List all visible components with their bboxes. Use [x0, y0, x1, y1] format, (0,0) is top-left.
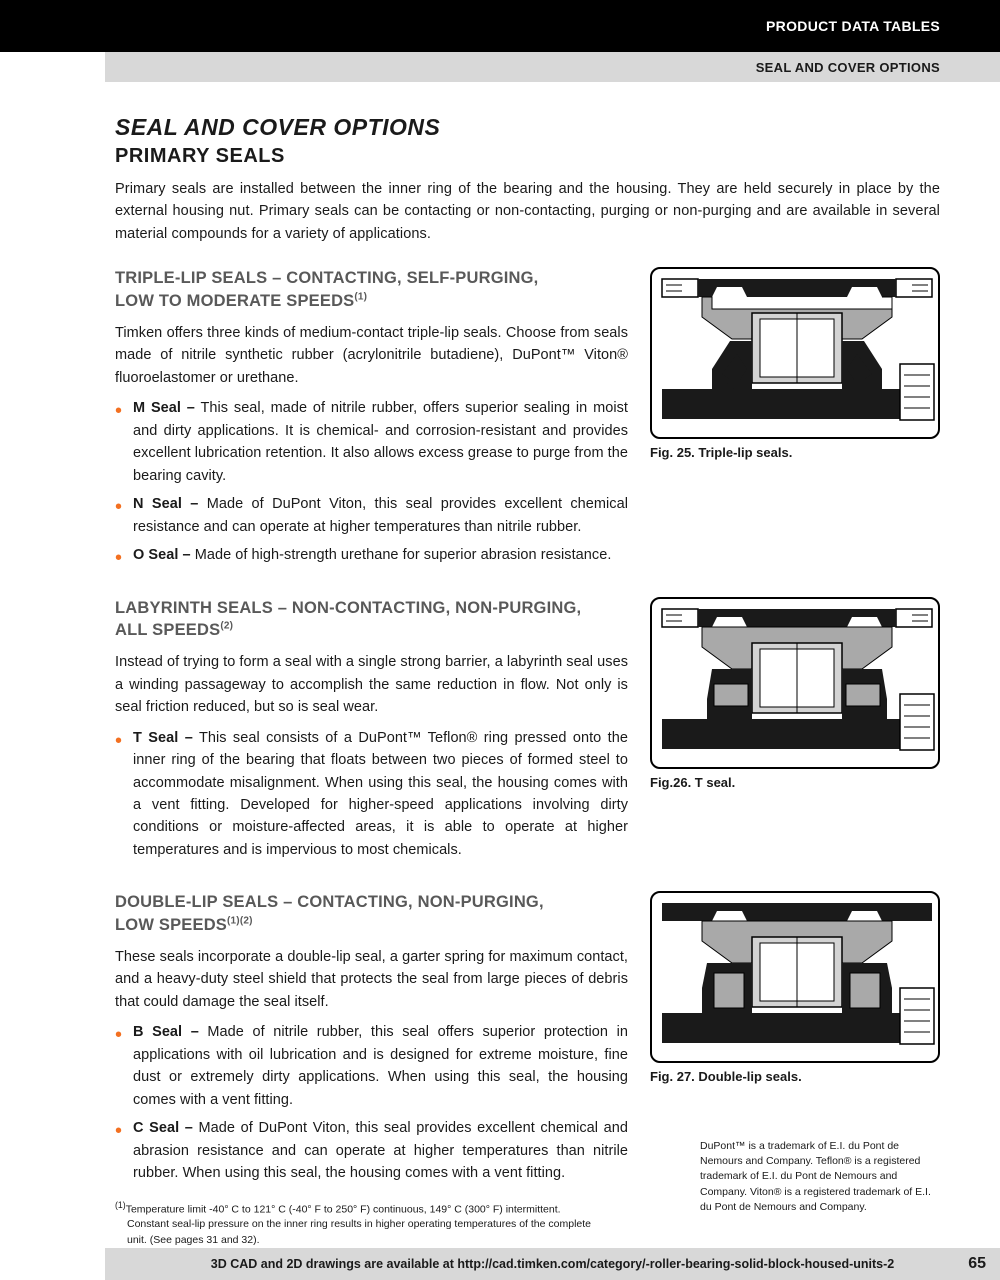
page-title: SEAL AND COVER OPTIONS	[115, 114, 940, 141]
header-black-label: PRODUCT DATA TABLES	[766, 18, 940, 34]
intro-paragraph: Primary seals are installed between the …	[115, 178, 940, 245]
page-number: 65	[968, 1255, 986, 1273]
triple-heading: TRIPLE-LIP SEALS – CONTACTING, SELF-PURG…	[115, 267, 628, 312]
header-black-bar: PRODUCT DATA TABLES	[0, 0, 1000, 52]
figure-double-caption: Fig. 27. Double-lip seals.	[650, 1069, 940, 1084]
footer-bar: 3D CAD and 2D drawings are available at …	[105, 1248, 1000, 1280]
list-item: M Seal – This seal, made of nitrile rubb…	[133, 397, 628, 487]
list-item: C Seal – Made of DuPont Viton, this seal…	[133, 1117, 628, 1184]
list-item: B Seal – Made of nitrile rubber, this se…	[133, 1021, 628, 1111]
header-gray-bar: SEAL AND COVER OPTIONS	[105, 52, 1000, 82]
figure-double-lip	[650, 891, 940, 1063]
list-item: O Seal – Made of high-strength urethane …	[133, 544, 628, 566]
labyrinth-heading: LABYRINTH SEALS – NON-CONTACTING, NON-PU…	[115, 597, 628, 642]
list-item: N Seal – Made of DuPont Viton, this seal…	[133, 493, 628, 538]
figure-t-seal	[650, 597, 940, 769]
header-gray-label: SEAL AND COVER OPTIONS	[756, 60, 940, 75]
labyrinth-list: T Seal – This seal consists of a DuPont™…	[115, 727, 628, 862]
list-item: T Seal – This seal consists of a DuPont™…	[133, 727, 628, 862]
double-list: B Seal – Made of nitrile rubber, this se…	[115, 1021, 628, 1184]
footer-text: 3D CAD and 2D drawings are available at …	[211, 1257, 894, 1271]
double-body: These seals incorporate a double-lip sea…	[115, 946, 628, 1013]
figure-triple-lip	[650, 267, 940, 439]
triple-list: M Seal – This seal, made of nitrile rubb…	[115, 397, 628, 566]
trademark-notice: DuPont™ is a trademark of E.I. du Pont d…	[700, 1139, 940, 1215]
double-heading: DOUBLE-LIP SEALS – CONTACTING, NON-PURGI…	[115, 891, 628, 936]
figure-triple-caption: Fig. 25. Triple-lip seals.	[650, 445, 940, 460]
labyrinth-body: Instead of trying to form a seal with a …	[115, 651, 628, 718]
page-subtitle: PRIMARY SEALS	[115, 145, 940, 168]
figure-t-seal-caption: Fig.26. T seal.	[650, 775, 940, 790]
triple-body: Timken offers three kinds of medium-cont…	[115, 322, 628, 389]
